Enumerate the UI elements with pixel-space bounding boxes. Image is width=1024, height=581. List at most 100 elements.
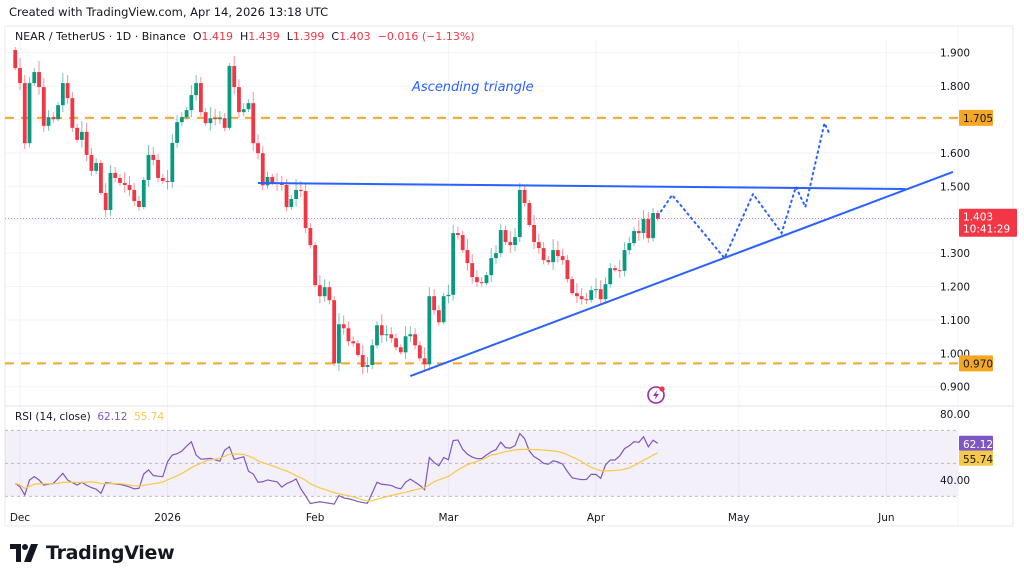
support-price-tag xyxy=(959,355,993,372)
candle-down xyxy=(317,285,322,297)
close-label: C xyxy=(331,30,340,43)
projected-path[interactable] xyxy=(656,120,831,260)
candle-down xyxy=(560,256,565,261)
candle-down xyxy=(222,118,227,128)
candle-up xyxy=(56,105,60,120)
lightning-bolt-icon[interactable] xyxy=(647,386,665,404)
candle-down xyxy=(527,203,532,226)
rsi-value: 62.12 xyxy=(97,411,128,423)
triangle-support-trendline[interactable] xyxy=(409,171,954,377)
candle-down xyxy=(570,279,575,294)
time-axis-label: Apr xyxy=(587,512,606,524)
close-value: 1.403 xyxy=(339,30,371,43)
open-label: O xyxy=(192,30,202,43)
time-axis-label: Mar xyxy=(438,512,458,524)
candle-up xyxy=(489,258,494,276)
drawings[interactable] xyxy=(257,120,954,377)
candle-down xyxy=(470,263,475,278)
annotation-ascending-triangle[interactable]: Ascending triangle xyxy=(411,80,534,95)
price-tick-label: 1.100 xyxy=(940,315,970,327)
candle-up xyxy=(46,117,51,126)
last-price-tag xyxy=(959,208,1017,237)
candle-up xyxy=(79,131,84,140)
rsi-title[interactable]: RSI (14, close) xyxy=(15,411,91,423)
rsi-line xyxy=(14,432,659,505)
candle-down xyxy=(356,343,360,355)
candle-down xyxy=(351,341,356,344)
candle-down xyxy=(22,83,27,144)
candle-down xyxy=(379,325,384,336)
candle-down xyxy=(165,180,170,182)
candle-down xyxy=(151,154,156,160)
rsi-axis[interactable]: 80.00 40.00 xyxy=(940,409,970,487)
candle-down xyxy=(636,231,641,234)
candle-down xyxy=(18,68,22,84)
tradingview-logo[interactable]: TradingView xyxy=(10,542,175,564)
last-price-tag-text: 1.403 xyxy=(963,212,993,224)
candle-up xyxy=(632,231,636,244)
candle-down xyxy=(417,345,422,359)
candle-down xyxy=(298,189,303,191)
candle-down xyxy=(432,296,437,311)
price-tick-label: 1.600 xyxy=(940,148,970,160)
candle-up xyxy=(408,334,413,337)
candle-down xyxy=(617,270,622,272)
rsi-tick-label: 40.00 xyxy=(940,475,970,487)
candle-down xyxy=(646,219,651,239)
candle-up xyxy=(208,118,213,124)
candle-down xyxy=(465,250,470,264)
candle-up xyxy=(289,198,294,208)
candle-up xyxy=(494,253,498,259)
rsi-legend[interactable]: RSI (14, close) 62.12 55.74 xyxy=(15,411,164,423)
candle-down xyxy=(613,268,617,271)
candle-down xyxy=(460,235,465,251)
candle-down xyxy=(137,200,141,208)
candle-down xyxy=(213,118,218,120)
candle-down xyxy=(413,334,417,346)
candle-down xyxy=(332,300,337,364)
candle-down xyxy=(89,154,94,171)
candle-up xyxy=(265,176,270,186)
candle-down xyxy=(251,103,256,144)
resistance-price-tag-text: 1.705 xyxy=(963,113,993,125)
time-axis[interactable]: Dec 2026 Feb Mar Apr May Jun xyxy=(10,512,895,524)
candle-down xyxy=(508,242,513,246)
rsi-series xyxy=(14,432,659,505)
candle-up xyxy=(60,83,65,106)
last-price-tag-text: 10:41:29 xyxy=(963,224,1010,236)
created-with-caption: Created with TradingView.com, Apr 14, 20… xyxy=(9,5,329,19)
chart-frame xyxy=(4,25,1014,527)
horizontal-levels[interactable] xyxy=(5,116,958,365)
candle-up xyxy=(241,109,246,113)
candle-down xyxy=(398,347,403,353)
candle-up xyxy=(146,154,151,180)
support-price-tag-text: 0.970 xyxy=(963,358,993,370)
candle-down xyxy=(51,117,56,120)
rsi-value-tag-text: 62.12 xyxy=(963,439,993,451)
grid xyxy=(5,40,958,505)
price-tick-label: 1.300 xyxy=(940,248,970,260)
time-axis-label: Feb xyxy=(306,512,325,524)
candle-up xyxy=(484,275,489,284)
price-tick-label: 0.900 xyxy=(940,382,970,394)
rsi-ma-value-tag-text: 55.74 xyxy=(963,454,993,466)
rsi-tick-label: 80.00 xyxy=(940,409,970,421)
low-label: L xyxy=(286,30,293,43)
candle-up xyxy=(498,230,503,254)
candle-down xyxy=(327,287,332,301)
candle-up xyxy=(246,103,251,110)
candle-up xyxy=(427,296,432,365)
candle-down xyxy=(256,143,260,154)
candle-down xyxy=(118,177,122,183)
candle-down xyxy=(156,159,160,178)
candle-down xyxy=(122,182,127,185)
price-axis[interactable]: 1.9001.8001.6001.5001.3001.2001.1001.000… xyxy=(940,48,970,394)
triangle-resistance-line[interactable] xyxy=(257,181,906,190)
symbol-legend[interactable]: NEAR / TetherUS · 1D · Binance O1.419 H1… xyxy=(15,30,475,43)
time-axis-label: Dec xyxy=(10,512,31,524)
symbol-title[interactable]: NEAR / TetherUS · 1D · Binance xyxy=(15,30,186,43)
candle-down xyxy=(303,190,308,229)
candle-down xyxy=(127,184,132,190)
